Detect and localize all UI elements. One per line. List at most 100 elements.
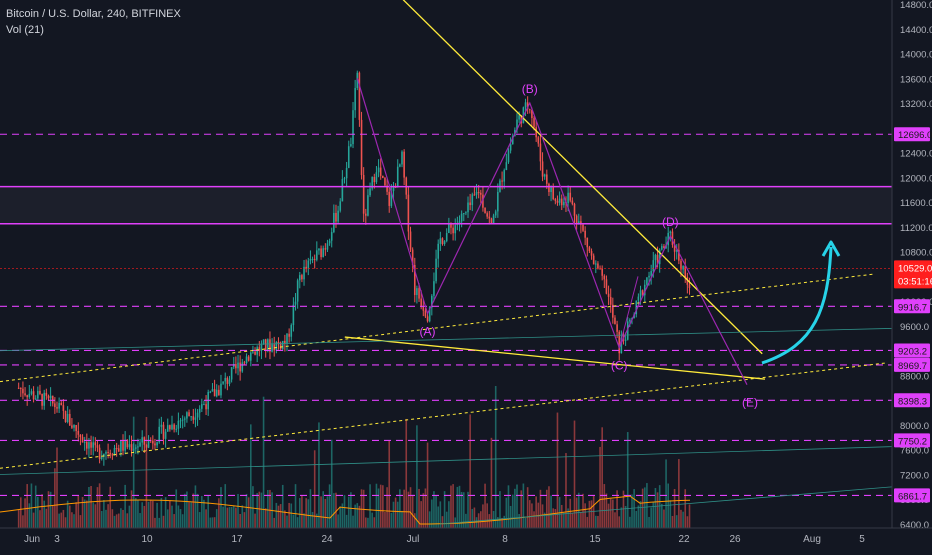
candle[interactable]: [134, 447, 137, 449]
candle[interactable]: [439, 238, 442, 244]
candle[interactable]: [601, 268, 603, 276]
candle[interactable]: [567, 192, 569, 204]
candle[interactable]: [198, 408, 201, 413]
candle[interactable]: [201, 404, 203, 409]
current-price-tag[interactable]: [894, 260, 932, 289]
candle[interactable]: [678, 249, 680, 261]
candle[interactable]: [354, 88, 356, 111]
candle[interactable]: [260, 344, 263, 351]
candle[interactable]: [637, 296, 640, 301]
candle[interactable]: [356, 72, 359, 89]
candle[interactable]: [588, 247, 591, 252]
candle[interactable]: [639, 290, 642, 297]
candle[interactable]: [643, 284, 646, 296]
candle[interactable]: [396, 166, 399, 188]
candle[interactable]: [620, 337, 623, 354]
candle[interactable]: [379, 167, 382, 176]
candle[interactable]: [560, 198, 563, 206]
candle[interactable]: [143, 437, 146, 445]
candle[interactable]: [535, 127, 537, 138]
candle[interactable]: [450, 224, 452, 228]
candle[interactable]: [249, 352, 252, 361]
candle[interactable]: [224, 377, 227, 382]
candle[interactable]: [152, 440, 154, 444]
candle[interactable]: [671, 231, 674, 245]
candle[interactable]: [454, 225, 457, 234]
candle[interactable]: [546, 174, 548, 184]
channel-lower-line[interactable]: [0, 362, 886, 469]
candle[interactable]: [422, 307, 425, 311]
candle[interactable]: [494, 211, 497, 216]
candle[interactable]: [418, 288, 420, 299]
candle[interactable]: [264, 339, 267, 351]
candle[interactable]: [298, 275, 301, 281]
candle[interactable]: [66, 413, 69, 423]
candle[interactable]: [586, 237, 589, 248]
candle[interactable]: [339, 201, 342, 211]
candle[interactable]: [92, 442, 95, 448]
candle[interactable]: [303, 266, 305, 280]
candle[interactable]: [614, 317, 616, 325]
candle[interactable]: [226, 377, 229, 384]
candle[interactable]: [413, 265, 416, 296]
candle[interactable]: [103, 453, 105, 457]
candle[interactable]: [650, 271, 652, 276]
candle[interactable]: [218, 389, 220, 396]
candle[interactable]: [196, 412, 199, 418]
candle[interactable]: [652, 260, 655, 272]
candle[interactable]: [254, 351, 256, 355]
candle[interactable]: [237, 362, 239, 369]
candle[interactable]: [656, 254, 659, 265]
candle[interactable]: [243, 362, 246, 364]
candle[interactable]: [47, 395, 50, 399]
candle[interactable]: [222, 381, 224, 384]
candle[interactable]: [126, 439, 129, 448]
candle[interactable]: [420, 298, 422, 308]
candle[interactable]: [279, 342, 282, 349]
candle[interactable]: [37, 390, 39, 399]
candle[interactable]: [503, 170, 506, 182]
candle[interactable]: [81, 437, 84, 443]
candle[interactable]: [377, 167, 380, 173]
candle[interactable]: [88, 442, 90, 449]
candle[interactable]: [24, 393, 26, 396]
candle[interactable]: [156, 442, 158, 446]
candle[interactable]: [507, 150, 510, 163]
candle[interactable]: [433, 281, 435, 296]
candle[interactable]: [388, 191, 391, 206]
candle[interactable]: [188, 412, 190, 417]
candle[interactable]: [556, 200, 559, 203]
candle[interactable]: [524, 102, 527, 108]
candle[interactable]: [584, 230, 586, 238]
candle[interactable]: [75, 425, 77, 431]
candle[interactable]: [128, 444, 131, 448]
candle[interactable]: [245, 356, 248, 364]
candle[interactable]: [580, 221, 582, 225]
candle[interactable]: [526, 102, 529, 110]
candle[interactable]: [594, 263, 597, 265]
candle[interactable]: [497, 191, 499, 212]
candle[interactable]: [54, 403, 56, 408]
candle[interactable]: [147, 440, 150, 448]
candle[interactable]: [437, 243, 440, 259]
candle[interactable]: [341, 179, 344, 202]
candle[interactable]: [558, 198, 561, 203]
candle[interactable]: [17, 387, 20, 389]
candle[interactable]: [98, 447, 101, 459]
candle[interactable]: [311, 258, 314, 260]
candle[interactable]: [347, 146, 350, 168]
candle[interactable]: [428, 307, 431, 322]
candle[interactable]: [96, 445, 99, 448]
candle[interactable]: [686, 277, 689, 285]
candle[interactable]: [658, 249, 661, 265]
candle[interactable]: [609, 296, 612, 305]
candle[interactable]: [175, 428, 178, 430]
candle[interactable]: [28, 393, 31, 398]
candle[interactable]: [100, 456, 103, 459]
candle[interactable]: [407, 194, 410, 232]
candle[interactable]: [294, 301, 297, 305]
candle[interactable]: [94, 442, 97, 446]
candle[interactable]: [252, 351, 254, 353]
candle[interactable]: [667, 232, 670, 246]
